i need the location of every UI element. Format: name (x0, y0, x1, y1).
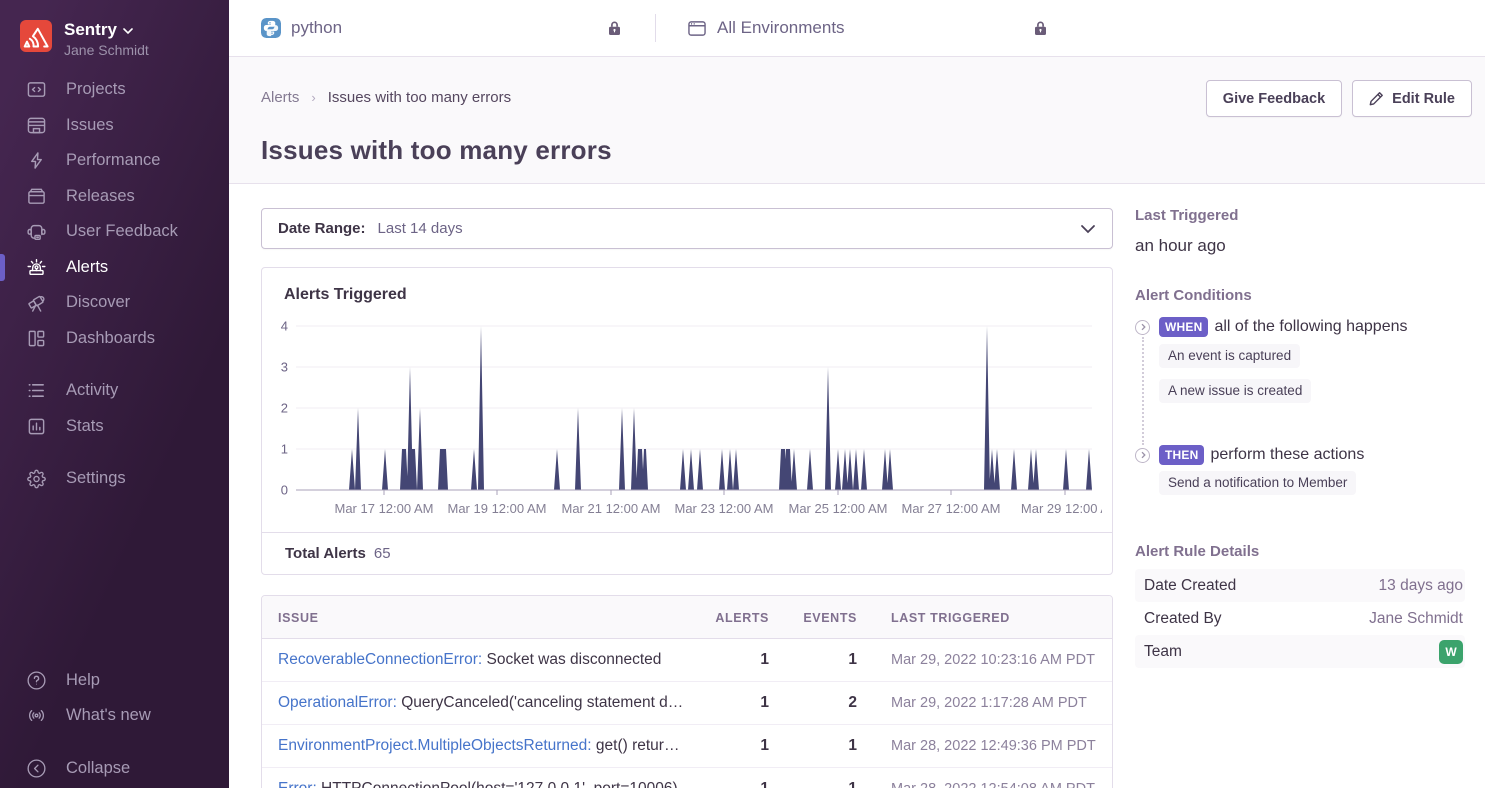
svg-text:Mar 27 12:00 AM: Mar 27 12:00 AM (902, 501, 1001, 516)
svg-text:3: 3 (281, 360, 288, 375)
svg-text:Mar 17 12:00 AM: Mar 17 12:00 AM (335, 501, 434, 516)
svg-text:Mar 23 12:00 AM: Mar 23 12:00 AM (675, 501, 774, 516)
svg-text:1: 1 (281, 442, 288, 457)
svg-text:Mar 25 12:00 AM: Mar 25 12:00 AM (789, 501, 888, 516)
svg-text:0: 0 (281, 483, 288, 498)
svg-text:4: 4 (281, 319, 288, 334)
svg-text:Mar 29 12:00 A: Mar 29 12:00 A (1021, 501, 1102, 516)
svg-text:Mar 19 12:00 AM: Mar 19 12:00 AM (448, 501, 547, 516)
svg-text:Mar 21 12:00 AM: Mar 21 12:00 AM (562, 501, 661, 516)
svg-text:2: 2 (281, 401, 288, 416)
